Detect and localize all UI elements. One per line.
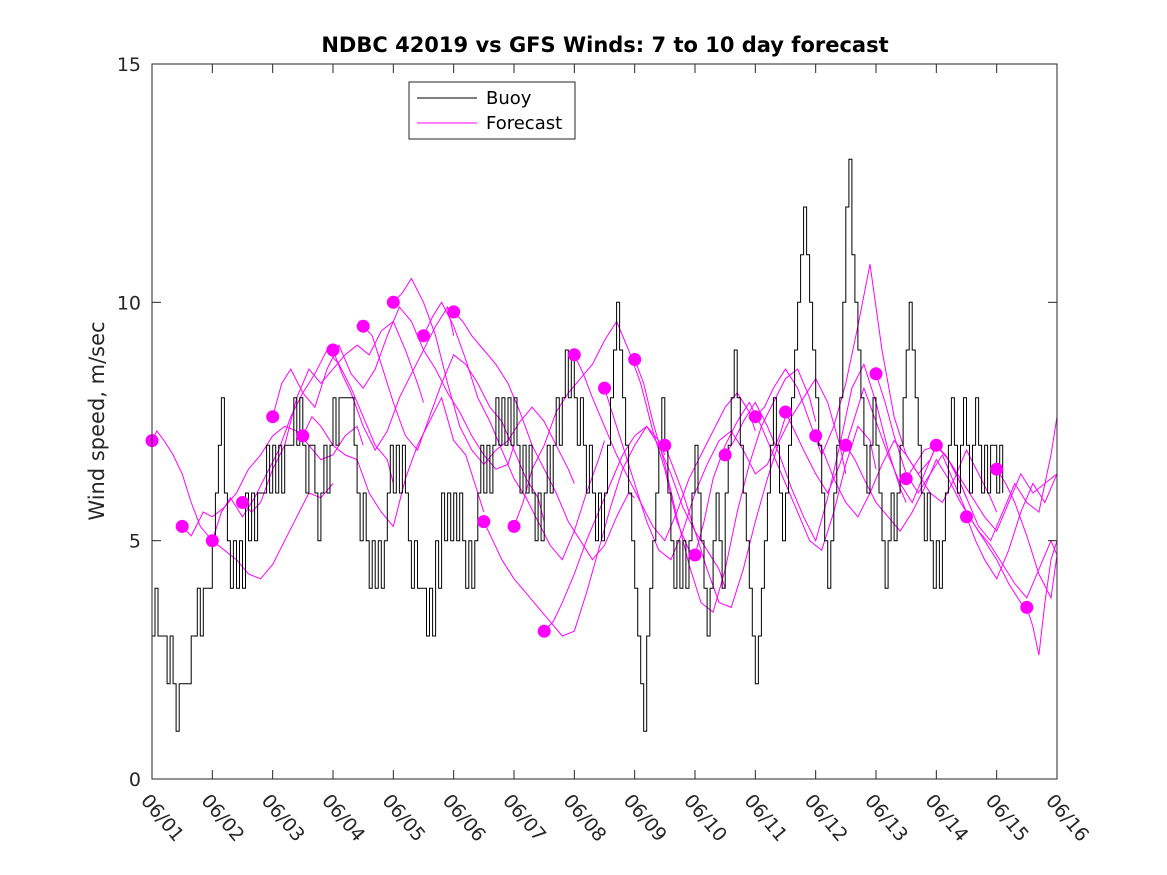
forecast-marker-13 (537, 624, 551, 638)
forecast-marker-11 (477, 515, 491, 529)
forecast-line-23 (845, 445, 1028, 608)
forecast-marker-28 (990, 462, 1004, 476)
ytick-label-5: 5 (129, 531, 141, 553)
xtick-label-0: 06/01 (136, 790, 188, 846)
forecast-line-5 (302, 396, 485, 528)
xtick-label-15: 06/16 (1041, 790, 1093, 846)
xtick-label-13: 06/14 (921, 790, 973, 846)
forecast-marker-26 (929, 438, 943, 452)
forecast-marker-6 (326, 343, 340, 357)
forecast-marker-22 (809, 429, 823, 443)
forecast-marker-29 (1020, 600, 1034, 614)
buoy-line (152, 158, 1004, 732)
forecast-line-29 (1026, 540, 1057, 656)
forecast-line-10 (453, 311, 636, 561)
plot-frame (151, 63, 1058, 780)
y-ticks: 0 5 10 15 (117, 54, 1057, 791)
forecast-marker-25 (899, 472, 913, 486)
forecast-marker-27 (960, 510, 973, 524)
xtick-label-12: 06/13 (860, 790, 912, 846)
forecast-line-14 (573, 354, 756, 542)
legend-buoy-label: Buoy (486, 88, 532, 109)
ytick-label-15: 15 (117, 54, 141, 76)
forecast-line-26 (935, 416, 1057, 542)
forecast-marker-8 (386, 295, 400, 309)
xtick-label-6: 06/07 (498, 790, 550, 846)
forecast-marker-9 (417, 329, 430, 343)
xtick-label-7: 06/08 (559, 790, 611, 846)
forecast-marker-12 (507, 519, 521, 533)
xtick-label-8: 06/09 (619, 790, 671, 846)
ytick-label-10: 10 (117, 292, 141, 314)
forecast-marker-1 (175, 519, 189, 533)
forecast-marker-4 (266, 410, 280, 424)
legend: Buoy Forecast (408, 81, 576, 140)
forecast-marker-23 (839, 438, 853, 452)
legend-forecast-label: Forecast (486, 113, 562, 134)
forecast-marker-5 (296, 429, 310, 443)
forecast-marker-17 (658, 438, 672, 452)
forecast-marker-16 (628, 353, 642, 366)
xtick-label-1: 06/02 (197, 790, 249, 846)
forecast-line-28 (996, 468, 1057, 600)
xtick-label-3: 06/04 (317, 790, 369, 846)
forecast-line-12 (513, 320, 696, 556)
xtick-label-11: 06/12 (800, 790, 852, 846)
buoy-layer (152, 158, 1004, 732)
forecast-line-27 (966, 473, 1057, 580)
forecast-marker-18 (688, 548, 702, 562)
forecast-marker-15 (598, 381, 611, 395)
xtick-label-14: 06/15 (981, 790, 1033, 846)
forecast-marker-10 (447, 305, 461, 319)
xtick-label-9: 06/10 (679, 790, 731, 846)
xtick-label-5: 06/06 (438, 790, 490, 846)
forecast-marker-20 (748, 410, 762, 424)
forecast-line-13 (543, 425, 726, 632)
forecast-line-17 (664, 377, 847, 609)
forecast-marker-2 (205, 534, 219, 548)
forecast-line-3 (242, 320, 424, 513)
forecast-marker-3 (236, 496, 249, 509)
forecast-line-25 (905, 444, 1057, 533)
forecast-line-11 (483, 425, 666, 637)
forecast-marker-7 (356, 319, 370, 333)
ytick-label-0: 0 (129, 769, 141, 791)
chart-title: NDBC 42019 vs GFS Winds: 7 to 10 day for… (321, 33, 888, 57)
xtick-label-2: 06/03 (257, 790, 309, 846)
forecast-line-19 (724, 362, 907, 543)
forecast-line-22 (815, 435, 998, 518)
forecast-marker-24 (869, 367, 883, 381)
legend-box (408, 81, 576, 140)
xtick-label-4: 06/05 (378, 790, 430, 846)
forecast-line-9 (423, 301, 605, 561)
forecast-marker-19 (718, 448, 732, 462)
forecast-line-7 (362, 325, 545, 522)
y-axis-label: Wind speed, m/sec (85, 321, 109, 520)
forecast-line-4 (272, 305, 455, 417)
forecast-marker-21 (779, 405, 792, 419)
forecast-marker-14 (567, 348, 581, 362)
xtick-label-10: 06/11 (740, 790, 792, 846)
marker-layer (145, 295, 1034, 638)
